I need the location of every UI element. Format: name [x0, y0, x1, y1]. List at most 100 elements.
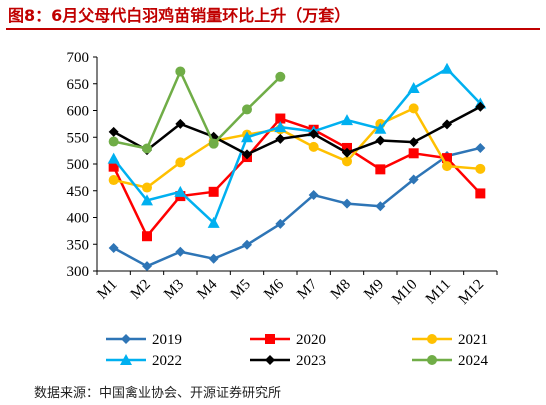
- series-line-2022: [112, 67, 482, 225]
- x-tick-label: M11: [423, 277, 454, 308]
- series-line-2020: [112, 117, 482, 238]
- x-tick-label: M10: [389, 277, 420, 308]
- data-point-2023: [308, 129, 319, 140]
- legend-marker: [427, 334, 437, 344]
- data-point-2022: [174, 185, 187, 197]
- data-point-2023: [375, 135, 386, 146]
- data-point-2024: [175, 66, 186, 77]
- data-point-2022: [274, 121, 287, 133]
- series-2024: [108, 66, 286, 154]
- legend-label: 2022: [152, 353, 182, 369]
- data-point-2021: [408, 103, 419, 114]
- legend-marker: [265, 334, 275, 344]
- x-tick-label: M8: [328, 277, 354, 303]
- y-tick-label: 650: [67, 77, 90, 93]
- data-point-2019: [408, 174, 419, 185]
- data-point-2021: [142, 182, 152, 193]
- series-2021: [108, 103, 486, 193]
- data-point-2021: [442, 161, 452, 172]
- x-tick-label: M1: [94, 277, 120, 303]
- data-point-2019: [108, 242, 119, 253]
- line-chart: 300 350 400 450 500 550 600 650 700 M1 M2 M3 M4 M5 M6 M…: [67, 50, 498, 369]
- legend-item-2020: 2020: [250, 332, 326, 348]
- legend-item-2021: 2021: [412, 332, 488, 348]
- data-point-2019: [142, 261, 152, 272]
- data-point-2019: [375, 201, 386, 212]
- data-point-2019: [275, 218, 286, 229]
- y-tick-label: 300: [67, 264, 90, 280]
- y-tick-label: 550: [67, 130, 90, 146]
- y-tick-label: 500: [67, 157, 90, 173]
- y-tick-label: 600: [67, 104, 90, 120]
- data-point-2020: [375, 164, 386, 175]
- y-tick-label: 700: [67, 50, 90, 66]
- legend-label: 2024: [458, 353, 489, 369]
- data-point-2022: [141, 194, 153, 206]
- data-point-2019: [242, 239, 252, 250]
- legend-item-2022: 2022: [106, 353, 182, 369]
- data-point-2021: [475, 163, 486, 174]
- x-tick-label: M4: [194, 276, 220, 302]
- data-point-2022: [107, 152, 120, 164]
- data-point-2024: [275, 71, 286, 82]
- data-point-2020: [142, 231, 152, 242]
- data-point-2024: [208, 138, 219, 149]
- data-point-2022: [341, 114, 353, 126]
- data-point-2021: [108, 175, 119, 186]
- data-point-2020: [475, 188, 486, 199]
- y-tick-label: 450: [67, 184, 90, 200]
- data-point-2024: [242, 104, 252, 115]
- data-point-2019: [475, 142, 486, 153]
- series-line-2024: [113, 70, 282, 150]
- x-tick-label: M3: [161, 277, 187, 303]
- data-point-2019: [342, 198, 352, 209]
- data-point-2022: [441, 62, 453, 74]
- data-point-2021: [308, 141, 319, 152]
- data-point-2022: [241, 131, 253, 143]
- data-point-2021: [342, 156, 352, 167]
- legend-label: 2023: [296, 353, 326, 369]
- data-point-2024: [142, 143, 152, 154]
- data-point-2020: [408, 148, 419, 159]
- x-tick-label: M7: [294, 276, 320, 302]
- legend-item-2024: 2024: [412, 353, 489, 369]
- data-point-2022: [207, 216, 220, 228]
- data-point-2023: [108, 126, 119, 137]
- figure-title: 图8：6月父母代白羽鸡苗销量环比上升（万套）: [8, 6, 351, 25]
- data-point-2020: [442, 153, 452, 164]
- data-point-2023: [275, 133, 286, 144]
- series-line-2021: [113, 107, 481, 189]
- data-point-2024: [108, 136, 119, 147]
- data-point-2023: [242, 149, 252, 160]
- data-point-2019: [308, 190, 319, 201]
- data-point-2020: [275, 113, 286, 124]
- series-line-2023: [113, 105, 481, 156]
- data-point-2019: [175, 246, 186, 257]
- data-point-2022: [407, 82, 420, 94]
- legend-item-2023: 2023: [250, 353, 326, 369]
- data-point-2020: [208, 186, 219, 197]
- x-tick-label: M6: [261, 276, 287, 302]
- x-tick-label: M5: [228, 277, 254, 303]
- data-point-2021: [175, 157, 186, 168]
- series-line-2019: [113, 146, 481, 268]
- series-2022: [107, 62, 487, 228]
- legend-marker: [120, 354, 132, 365]
- data-point-2023: [475, 101, 486, 112]
- legend-marker: [265, 355, 275, 365]
- x-tick-label: M2: [128, 277, 154, 303]
- data-point-2023: [408, 137, 419, 148]
- legend-label: 2019: [152, 332, 182, 348]
- y-tick-label: 350: [67, 237, 90, 253]
- data-point-2023: [442, 119, 452, 130]
- series-2023: [108, 101, 486, 160]
- legend-label: 2020: [296, 332, 326, 348]
- source-note: 数据来源：中国禽业协会、开源证券研究所: [34, 386, 282, 401]
- y-tick-label: 400: [67, 211, 90, 227]
- legend-item-2019: 2019: [106, 332, 182, 348]
- data-point-2020: [108, 161, 119, 172]
- series-2019: [108, 142, 486, 272]
- data-point-2023: [175, 118, 186, 129]
- legend-marker: [427, 355, 437, 365]
- x-tick-label: M9: [361, 277, 387, 303]
